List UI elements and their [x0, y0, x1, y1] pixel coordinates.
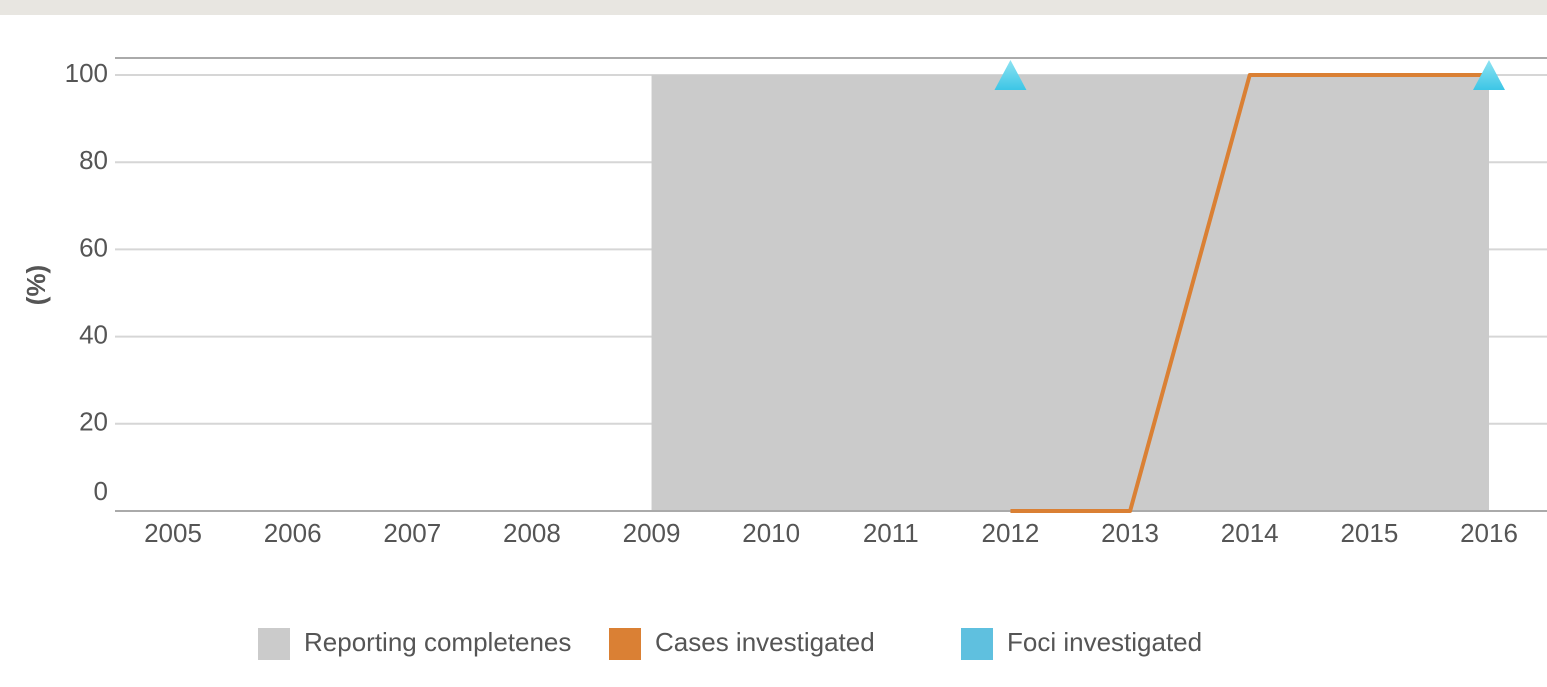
y-axis-label: (%)	[21, 265, 51, 305]
y-tick-label: 20	[79, 407, 108, 437]
x-tick-label: 2009	[623, 518, 681, 548]
x-tick-label: 2008	[503, 518, 561, 548]
marker	[1473, 60, 1505, 90]
x-tick-label: 2013	[1101, 518, 1159, 548]
legend-swatch	[258, 628, 290, 660]
legend-swatch	[961, 628, 993, 660]
marker	[994, 60, 1027, 90]
x-tick-label: 2011	[863, 518, 919, 548]
legend-label: Reporting completenes	[304, 627, 571, 657]
x-tick-label: 2014	[1221, 518, 1279, 548]
x-tick-label: 2007	[383, 518, 441, 548]
x-tick-label: 2005	[144, 518, 202, 548]
y-tick-label: 60	[79, 232, 108, 262]
legend-swatch	[609, 628, 641, 660]
y-tick-label: 40	[79, 319, 108, 349]
y-tick-label: 100	[65, 58, 108, 88]
x-tick-label: 2015	[1340, 518, 1398, 548]
area	[651, 75, 1489, 511]
x-tick-label: 2010	[742, 518, 800, 548]
legend-label: Cases investigated	[655, 627, 875, 657]
x-tick-label: 2016	[1460, 518, 1518, 548]
top-bar	[0, 0, 1547, 15]
x-tick-label: 2012	[982, 518, 1040, 548]
y-tick-label: 0	[94, 476, 108, 506]
line	[1010, 73, 1489, 513]
x-tick-label: 2006	[264, 518, 322, 548]
y-tick-label: 80	[79, 145, 108, 175]
legend-label: Foci investigated	[1007, 627, 1202, 657]
